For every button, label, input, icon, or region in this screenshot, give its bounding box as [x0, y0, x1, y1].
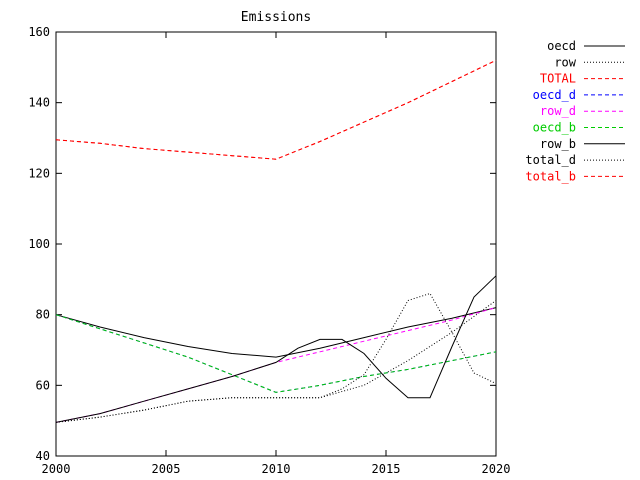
legend-label-row: row — [554, 55, 576, 69]
series-line-total-d — [55, 292, 497, 423]
series-line-row-b — [55, 275, 497, 423]
series-line-oecd-d — [55, 314, 497, 393]
y-tick-label: 120 — [28, 166, 50, 180]
legend-label-row-b: row_b — [540, 137, 576, 151]
legend-label-oecd: oecd — [547, 39, 576, 53]
chart-title: Emissions — [241, 10, 311, 25]
x-tick-label: 2015 — [372, 462, 401, 476]
legend-label-total-b: total_b — [525, 169, 576, 183]
series-line-row — [55, 300, 497, 423]
y-tick-label: 140 — [28, 96, 50, 110]
legend: oecd row TOTAL oecd_d row_d oecd_b row_b total_… — [525, 39, 625, 183]
legend-label-total: TOTAL — [540, 72, 576, 86]
x-tick-label: 2020 — [482, 462, 511, 476]
legend-label-oecd-d: oecd_d — [533, 88, 576, 102]
series-line-total-b — [55, 59, 497, 160]
x-tick-label: 2005 — [152, 462, 181, 476]
x-tick-label: 2000 — [42, 462, 71, 476]
axes: 40 60 80 100 120 140 160 2000 2005 2010 2015 2020 — [28, 25, 510, 476]
y-tick-label: 160 — [28, 25, 50, 39]
x-tick-label: 2010 — [262, 462, 291, 476]
legend-label-total-d: total_d — [525, 153, 576, 167]
y-tick-label: 60 — [36, 378, 50, 392]
y-tick-label: 80 — [36, 308, 50, 322]
series-line-oecd-b — [55, 314, 497, 393]
y-tick-label: 100 — [28, 237, 50, 251]
legend-label-oecd-b: oecd_b — [533, 121, 576, 135]
series-line-oecd — [55, 307, 497, 358]
series-line-total — [55, 59, 497, 160]
y-tick-label: 40 — [36, 449, 50, 463]
series-layer — [55, 59, 497, 423]
series-line-row-d — [55, 307, 497, 423]
legend-label-row-d: row_d — [540, 104, 576, 118]
